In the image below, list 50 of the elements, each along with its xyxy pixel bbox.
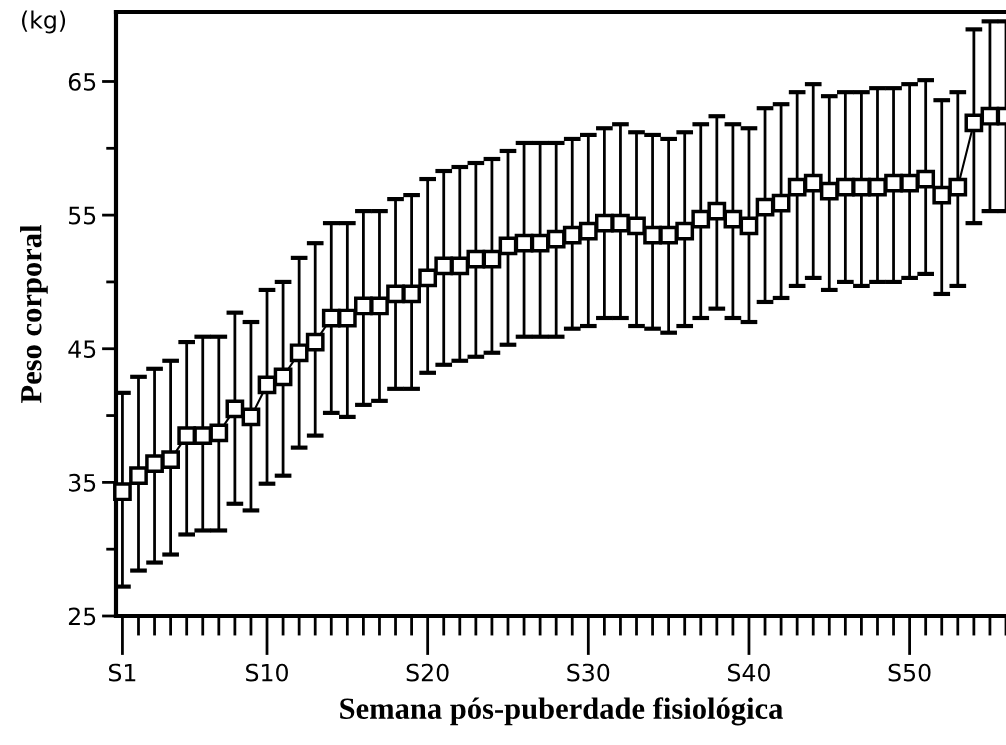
- point: [257, 375, 277, 395]
- point: [659, 225, 679, 245]
- point: [418, 268, 438, 288]
- point: [562, 225, 582, 245]
- point: [402, 284, 421, 304]
- x-tick-label: S1: [108, 663, 136, 682]
- point: [546, 229, 566, 249]
- point: [627, 216, 646, 236]
- point: [370, 296, 389, 316]
- point: [466, 249, 486, 269]
- x-axis-title: Semana pós-puberdade fisiológica: [340, 697, 783, 726]
- point: [948, 177, 968, 197]
- x-tick-label: S30: [567, 663, 610, 682]
- point: [691, 209, 711, 229]
- y-tick-label: 25: [68, 607, 96, 626]
- point: [739, 216, 759, 236]
- x-tick-label: S20: [406, 663, 449, 682]
- y-axis-title: Peso corporal: [20, 225, 48, 403]
- x-tick-label: S40: [728, 663, 770, 682]
- point: [675, 221, 695, 241]
- y-tick-label: 65: [68, 72, 96, 91]
- point: [450, 256, 470, 276]
- point: [289, 343, 309, 363]
- point: [964, 113, 984, 133]
- point: [916, 169, 936, 189]
- point: [305, 332, 325, 352]
- point: [241, 407, 261, 427]
- x-tick-label: S10: [246, 663, 288, 682]
- point: [611, 213, 630, 233]
- point: [771, 193, 791, 213]
- point: [707, 201, 727, 221]
- point: [337, 308, 357, 328]
- point: [129, 466, 148, 486]
- y-tick-label: 45: [68, 340, 96, 359]
- point: [530, 233, 550, 253]
- y-tick-label: 35: [69, 473, 96, 492]
- point: [498, 236, 518, 256]
- point: [193, 426, 213, 445]
- point: [803, 173, 823, 193]
- point: [578, 221, 598, 241]
- point: [932, 185, 952, 205]
- point: [113, 482, 132, 502]
- text: (kg): [22, 10, 66, 34]
- x-tick-label: S50: [888, 663, 931, 682]
- point: [273, 367, 293, 387]
- y-tick-label: 55: [69, 206, 96, 225]
- point: [145, 454, 164, 474]
- point: [482, 249, 502, 269]
- point: [161, 450, 180, 470]
- point: [209, 423, 229, 443]
